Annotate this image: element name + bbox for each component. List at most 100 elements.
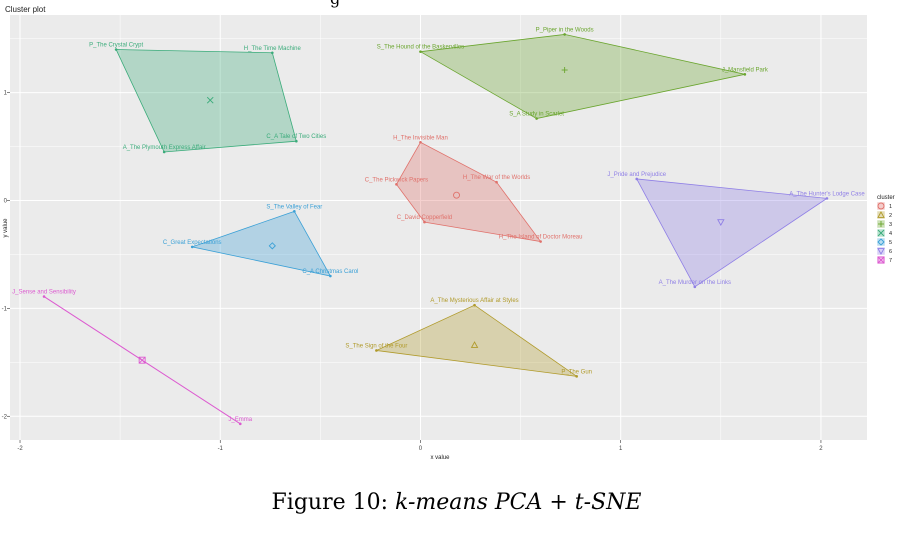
legend-marker-3 [878, 221, 884, 227]
hull-layer [43, 34, 829, 425]
legend-label-2: 2 [889, 213, 892, 219]
point-label: C_A Tale of Two Cities [266, 134, 326, 140]
data-point [825, 197, 829, 200]
data-point [635, 177, 639, 181]
point-label: J_Pride and Prejudice [607, 172, 666, 178]
legend-label-1: 1 [889, 204, 892, 210]
legend-label-3: 3 [889, 222, 892, 228]
centroid-marker-3 [561, 67, 568, 74]
data-point [423, 220, 426, 224]
plot-panel [10, 15, 867, 440]
centroid-marker-1 [453, 191, 460, 199]
x-tick-label: -2 [17, 446, 23, 452]
data-point [495, 180, 498, 184]
legend-marker-7 [877, 256, 885, 264]
cluster-plot: Cluster plot H_The Invisible Man H_The Wa… [2, 5, 895, 461]
data-point [271, 51, 274, 55]
point-layer [42, 33, 829, 426]
point-label: J_Emma [228, 417, 252, 423]
data-point [42, 295, 46, 298]
centroid-marker-5 [268, 242, 276, 250]
point-label: H_The Time Machine [244, 46, 302, 52]
point-label: J_Sense and Sensibility [12, 290, 76, 296]
data-point [539, 240, 542, 243]
centroid-marker-6 [717, 219, 725, 227]
centroid-marker-2 [470, 341, 479, 348]
point-label: C_The Pickwick Papers [365, 177, 428, 183]
legend-marker-6 [877, 248, 885, 255]
data-point [693, 285, 697, 289]
point-label: A_The Hunter's Lodge Case [789, 191, 865, 197]
data-point [238, 422, 242, 426]
point-label: C_David Copperfield [397, 215, 452, 221]
data-point [190, 245, 194, 249]
data-point [575, 375, 578, 378]
centroid-marker-7 [138, 356, 146, 364]
point-label: S_The Sign of the Four [345, 343, 407, 349]
figure-caption: Figure 10: k-means PCA + t-SNE [0, 490, 913, 515]
cluster-hull-1 [395, 141, 542, 243]
y-axis-label: y value [3, 218, 9, 238]
caption-prefix: Figure 10: [271, 490, 389, 515]
point-label: P_The Gun [561, 369, 592, 375]
data-point [395, 183, 398, 186]
data-point [535, 117, 538, 120]
caption-text: k-means PCA + t-SNE [395, 490, 642, 515]
legend-key-6 [876, 246, 886, 256]
legend: cluster 1 2 3 4 5 6 7 [876, 195, 895, 265]
cluster-hull-5 [190, 210, 332, 277]
y-tick-label: 0 [4, 199, 8, 205]
data-point [563, 33, 566, 36]
point-label: A_The Plymouth Express Affair [123, 145, 206, 151]
y-tick-label: -1 [2, 306, 8, 312]
clipped-top-text: g [330, 0, 340, 8]
point-label: H_The Island of Doctor Moreau [499, 235, 583, 241]
point-label: J_Mansfield Park [722, 67, 769, 73]
legend-key-1 [876, 201, 886, 211]
legend-label-7: 7 [889, 258, 892, 264]
data-point [329, 274, 332, 278]
axis-layer: -2 -1 0 1 2 -2 -1 0 1 [2, 91, 824, 452]
x-tick-label: -1 [218, 446, 224, 452]
legend-label-4: 4 [889, 231, 892, 237]
data-point [114, 48, 118, 51]
data-point [743, 73, 747, 76]
point-label: C_A Christmas Carol [302, 269, 358, 275]
legend-key-5 [876, 237, 886, 247]
y-tick-label: 1 [4, 91, 8, 97]
data-point [375, 349, 378, 352]
data-point [419, 140, 422, 144]
point-label: A_The Mysterious Affair at Styles [430, 298, 518, 304]
legend-key-2 [876, 210, 886, 220]
legend-label-5: 5 [889, 240, 892, 246]
point-label: S_The Hound of the Baskervilles [377, 45, 464, 51]
point-label: S_A Study in Scarlet [509, 112, 564, 118]
data-point [162, 150, 166, 154]
centroid-marker-4 [206, 96, 214, 104]
legend-marker-2 [877, 211, 885, 218]
x-tick-label: 2 [819, 446, 823, 452]
data-point [473, 303, 476, 307]
grid-layer [10, 15, 867, 440]
legend-title: cluster [877, 195, 895, 201]
chart-title: Cluster plot [5, 5, 46, 14]
point-label: P_Piper in the Woods [536, 27, 594, 33]
point-label: P_The Crystal Crypt [89, 43, 143, 49]
legend-label-6: 6 [889, 249, 892, 255]
y-tick-label: -2 [2, 414, 8, 420]
x-tick-label: 0 [419, 446, 423, 452]
data-point [295, 139, 298, 143]
point-label: S_The Valley of Fear [266, 204, 322, 210]
legend-marker-1 [877, 202, 885, 210]
cluster-hull-6 [636, 178, 829, 288]
point-label: H_The Invisible Man [393, 135, 448, 141]
label-layer: H_The Invisible Man H_The War of the Worl… [12, 27, 865, 422]
x-tick-label: 1 [619, 446, 623, 452]
legend-marker-5 [877, 238, 885, 246]
point-label: A_The Murder on the Links [659, 280, 731, 286]
data-point [419, 50, 422, 53]
x-axis-label: x value [430, 455, 450, 461]
legend-marker-4 [877, 229, 885, 237]
data-point [293, 210, 296, 213]
cluster-hull-2 [374, 304, 577, 377]
